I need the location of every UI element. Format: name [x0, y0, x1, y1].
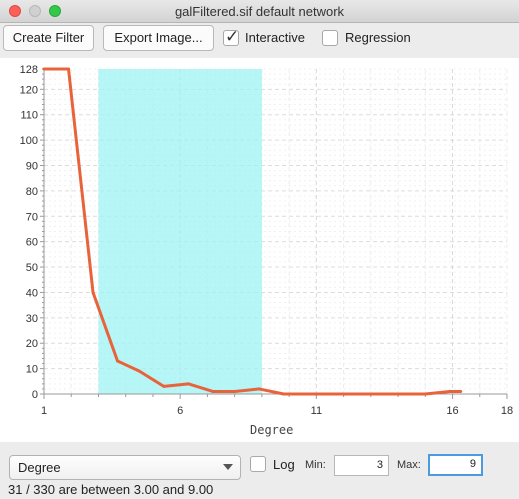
selection-range-band [98, 69, 262, 394]
min-label: Min: [305, 459, 326, 471]
y-tick-label: 120 [20, 84, 38, 96]
data-point [42, 67, 46, 71]
x-tick-label: 18 [501, 405, 513, 417]
y-tick-label: 20 [26, 338, 38, 350]
data-point [459, 389, 463, 393]
interactive-checkbox[interactable]: ✓ [223, 27, 240, 46]
data-point [162, 384, 166, 388]
window-title: galFiltered.sif default network [174, 4, 345, 19]
y-tick-label: 110 [20, 110, 38, 122]
data-point [257, 387, 261, 391]
y-tick-label: 30 [26, 313, 38, 325]
log-label: Log [273, 457, 295, 472]
data-point [233, 389, 237, 393]
data-point [328, 392, 332, 396]
log-checkbox[interactable] [250, 456, 266, 472]
max-label: Max: [397, 459, 421, 471]
regression-label: Regression [345, 30, 411, 45]
y-tick-label: 60 [26, 237, 38, 249]
x-axis-label: Degree [250, 423, 294, 437]
chevron-down-icon [223, 464, 233, 470]
x-tick-label: 6 [177, 405, 183, 417]
minimize-window-icon[interactable] [29, 5, 41, 17]
regression-checkbox[interactable] [322, 30, 338, 46]
y-tick-label: 50 [26, 262, 38, 274]
data-point [377, 392, 381, 396]
attribute-select[interactable]: Degree [9, 455, 241, 480]
data-point [423, 392, 427, 396]
interactive-label: Interactive [245, 30, 305, 45]
status-text: 31 / 330 are between 3.00 and 9.00 [8, 482, 214, 497]
data-point [67, 67, 71, 71]
data-point [399, 392, 403, 396]
y-tick-label: 128 [20, 64, 38, 76]
y-tick-label: 10 [26, 364, 38, 376]
title-bar: galFiltered.sif default network [0, 0, 519, 23]
checkmark-icon: ✓ [225, 27, 240, 46]
x-tick-label: 16 [446, 405, 458, 417]
y-tick-label: 80 [26, 186, 38, 198]
max-field[interactable]: 9 [428, 454, 483, 476]
y-tick-label: 100 [20, 135, 38, 147]
x-tick-label: 1 [41, 405, 47, 417]
data-point [352, 392, 356, 396]
maximize-window-icon[interactable] [49, 5, 61, 17]
data-point [137, 369, 141, 373]
close-window-icon[interactable] [9, 5, 21, 17]
x-tick-label: 11 [311, 405, 322, 417]
export-image-button[interactable]: Export Image... [103, 25, 214, 51]
data-point [116, 359, 120, 363]
data-point [282, 392, 286, 396]
y-tick-label: 90 [26, 160, 38, 172]
data-point [303, 392, 307, 396]
y-tick-label: 0 [32, 389, 38, 401]
y-tick-label: 40 [26, 287, 38, 299]
attribute-select-value: Degree [18, 460, 61, 475]
data-point [448, 389, 452, 393]
data-point [186, 382, 190, 386]
data-point [211, 389, 215, 393]
create-filter-button[interactable]: Create Filter [3, 25, 94, 51]
y-tick-label: 70 [26, 211, 38, 223]
data-point [91, 290, 95, 294]
min-field[interactable]: 3 [334, 455, 389, 476]
